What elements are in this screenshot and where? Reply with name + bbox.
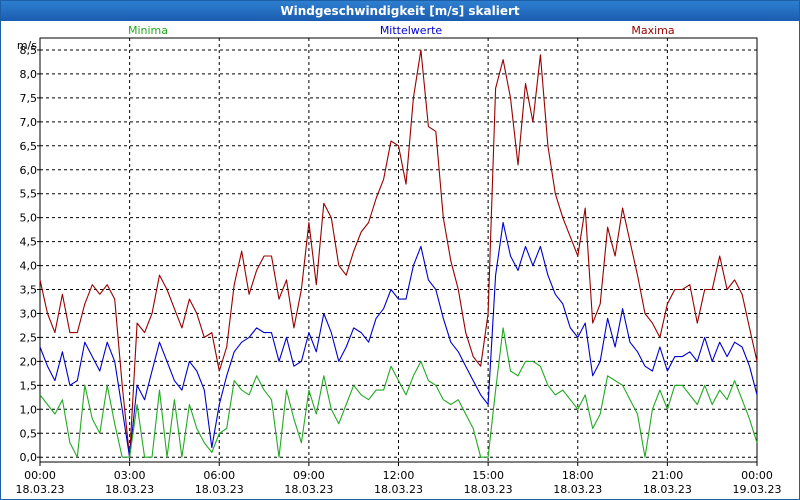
x-tick-label-time: 06:00 bbox=[203, 469, 235, 482]
y-tick-label: 6,0 bbox=[20, 164, 38, 177]
legend-mittelwerte: Mittelwerte bbox=[380, 24, 443, 37]
series-line-mittelwerte bbox=[39, 221, 758, 458]
legend: Minima Mittelwerte Maxima bbox=[128, 24, 675, 37]
x-tick-label-time: 21:00 bbox=[652, 469, 684, 482]
x-tick-label-date: 18.03.23 bbox=[284, 483, 333, 496]
y-tick-label: 3,5 bbox=[20, 284, 38, 297]
y-tick-label: 0,0 bbox=[20, 451, 38, 464]
y-tick-label: 8,0 bbox=[20, 68, 38, 81]
y-axis-label: m/s bbox=[17, 39, 37, 52]
x-tick-label-time: 15:00 bbox=[472, 469, 504, 482]
y-tick-label: 2,5 bbox=[20, 331, 38, 344]
x-tick-label-time: 00:00 bbox=[741, 469, 773, 482]
y-tick-label: 5,0 bbox=[20, 212, 38, 225]
y-tick-label: 4,0 bbox=[20, 260, 38, 273]
x-tick-label-date: 18.03.23 bbox=[374, 483, 423, 496]
y-tick-label: 7,5 bbox=[20, 92, 38, 105]
x-tick-label-time: 18:00 bbox=[562, 469, 594, 482]
y-tick-label: 5,5 bbox=[20, 188, 38, 201]
y-tick-label: 1,5 bbox=[20, 379, 38, 392]
x-tick-label-date: 19.03.23 bbox=[733, 483, 782, 496]
y-tick-label: 7,0 bbox=[20, 116, 38, 129]
series-line-minima bbox=[39, 327, 758, 458]
series-line-maxima bbox=[39, 49, 758, 458]
x-tick-label-date: 18.03.23 bbox=[105, 483, 154, 496]
x-tick-label-time: 00:00 bbox=[24, 469, 56, 482]
x-tick-label-time: 12:00 bbox=[383, 469, 415, 482]
grid bbox=[39, 38, 758, 462]
legend-minima: Minima bbox=[128, 24, 168, 37]
x-tick-label-time: 03:00 bbox=[114, 469, 146, 482]
x-tick-label-date: 18.03.23 bbox=[195, 483, 244, 496]
y-tick-label: 6,5 bbox=[20, 140, 38, 153]
x-tick-label-date: 18.03.23 bbox=[16, 483, 65, 496]
y-tick-label: 1,0 bbox=[20, 403, 38, 416]
y-tick-label: 3,0 bbox=[20, 307, 38, 320]
y-tick-label: 8,5 bbox=[20, 44, 38, 57]
axes: 0,0 0,5 1,0 1,5 2,0 2,5 3,0 3,5 4,0 4,5 5,0 5,5 6,0 6… bbox=[16, 39, 782, 496]
x-tick-label-date: 18.03.23 bbox=[464, 483, 513, 496]
y-tick-label: 0,5 bbox=[20, 427, 38, 440]
legend-maxima: Maxima bbox=[631, 24, 674, 37]
x-tick-label-date: 18.03.23 bbox=[643, 483, 692, 496]
y-tick-label: 4,5 bbox=[20, 236, 38, 249]
series bbox=[39, 49, 758, 458]
x-tick-label-date: 18.03.23 bbox=[553, 483, 602, 496]
window-title: Windgeschwindigkeit [m/s] skaliert bbox=[1, 1, 799, 21]
y-tick-label: 2,0 bbox=[20, 355, 38, 368]
x-tick-label-time: 09:00 bbox=[293, 469, 325, 482]
